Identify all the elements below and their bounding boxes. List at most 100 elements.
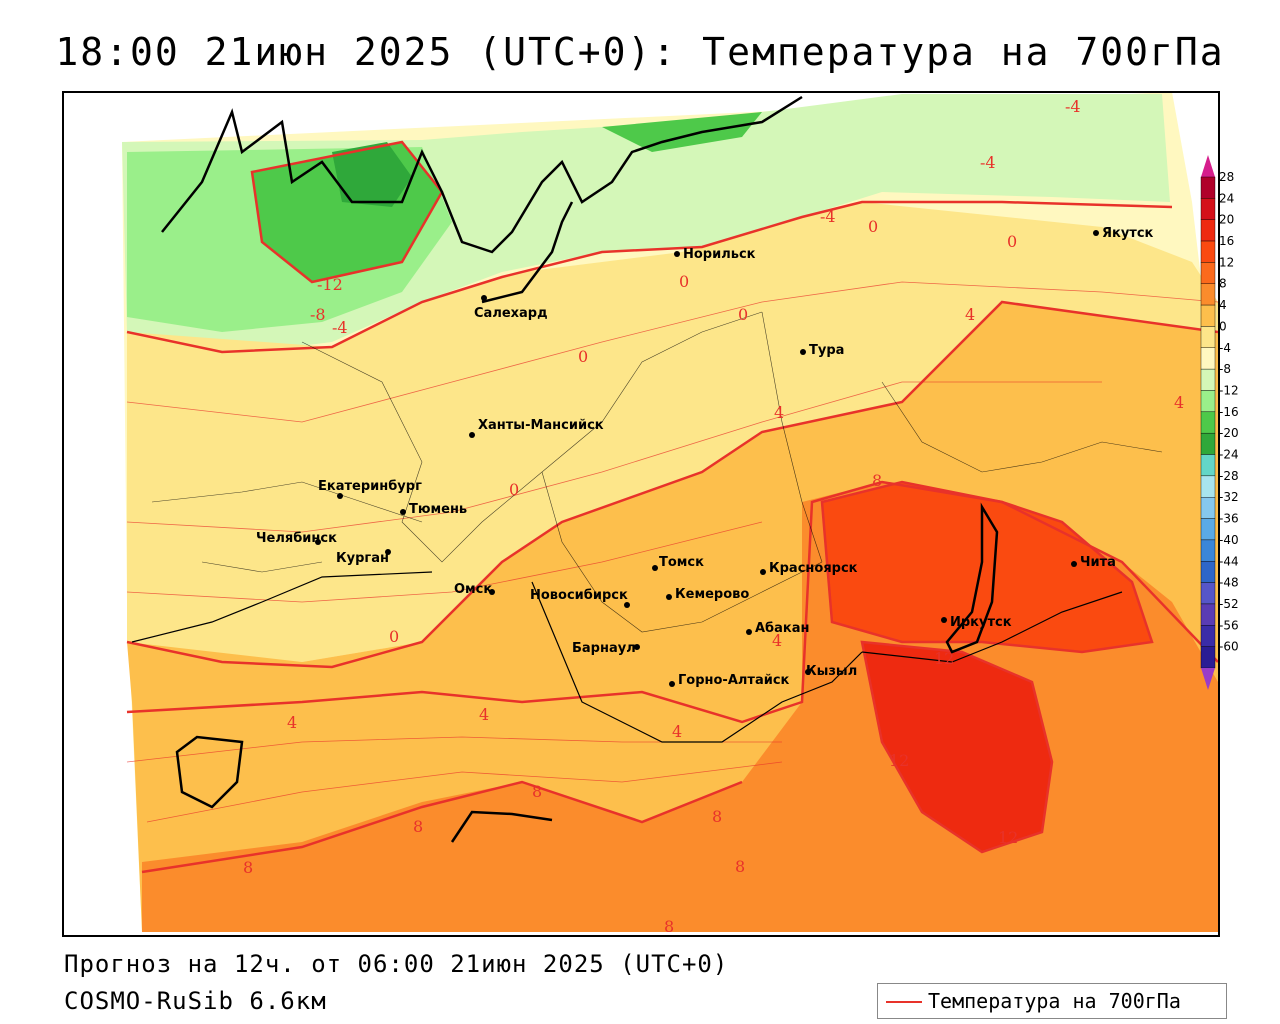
contour-label: 0 bbox=[509, 480, 519, 499]
colorbar-cell bbox=[1200, 262, 1216, 284]
colorbar-cell bbox=[1200, 475, 1216, 498]
contour-label: 12 bbox=[889, 751, 909, 770]
city-label: Горно-Алтайск bbox=[678, 673, 790, 688]
colorbar-cell bbox=[1200, 283, 1216, 306]
contour-label: 12 bbox=[998, 828, 1018, 847]
colorbar-tick-label: -48 bbox=[1219, 576, 1239, 590]
colorbar-cell bbox=[1200, 347, 1216, 370]
model-info: COSMO-RuSib 6.6км bbox=[64, 987, 327, 1015]
city-label: Иркутск bbox=[950, 615, 1012, 630]
colorbar-tick-label: 28 bbox=[1219, 170, 1234, 184]
colorbar-cell bbox=[1200, 539, 1216, 562]
colorbar-tick-label: -20 bbox=[1219, 426, 1239, 440]
colorbar-tick-label: -44 bbox=[1219, 554, 1239, 568]
contour-label: 0 bbox=[1007, 232, 1017, 251]
colorbar-top-arrow bbox=[1201, 155, 1215, 177]
colorbar-tick-label: -52 bbox=[1219, 597, 1239, 611]
forecast-info: Прогноз на 12ч. от 06:00 21июн 2025 (UTC… bbox=[64, 950, 729, 978]
contour-label: 0 bbox=[578, 347, 588, 366]
contour-label: 4 bbox=[287, 713, 297, 732]
contour-label: 4 bbox=[1174, 393, 1184, 412]
contour-label: -4 bbox=[820, 207, 836, 226]
colorbar-cell bbox=[1200, 411, 1216, 434]
colorbar-cell bbox=[1200, 432, 1216, 455]
colorbar-tick-label: 16 bbox=[1219, 234, 1234, 248]
contour-label: 0 bbox=[679, 272, 689, 291]
contour-label: -8 bbox=[310, 305, 326, 324]
colorbar-tick-label: -56 bbox=[1219, 618, 1239, 632]
colorbar-bottom-arrow bbox=[1201, 668, 1215, 690]
legend: Температура на 700гПа bbox=[877, 983, 1227, 1019]
colorbar-tick-label: -40 bbox=[1219, 533, 1239, 547]
colorbar-tick-label: 8 bbox=[1219, 277, 1227, 291]
colorbar-tick-label: 24 bbox=[1219, 191, 1234, 205]
city-label: Омск bbox=[454, 582, 492, 597]
colorbar-cell bbox=[1200, 561, 1216, 583]
city-label: Екатеринбург bbox=[318, 479, 422, 494]
colorbar-cell bbox=[1200, 176, 1216, 199]
city-label: Челябинск bbox=[256, 531, 337, 546]
contour-label: -4 bbox=[1065, 97, 1081, 116]
colorbar-cell bbox=[1200, 240, 1216, 263]
legend-line-swatch bbox=[886, 1001, 922, 1003]
contour-label: 4 bbox=[479, 705, 489, 724]
contour-label: -4 bbox=[332, 318, 348, 337]
colorbar-tick-label: 4 bbox=[1219, 298, 1227, 312]
colorbar-tick-label: -36 bbox=[1219, 512, 1239, 526]
city-label: Норильск bbox=[683, 247, 756, 262]
contour-label: 8 bbox=[735, 857, 745, 876]
colorbar-cell bbox=[1200, 368, 1216, 391]
contour-label: 0 bbox=[738, 305, 748, 324]
chart-title: 18:00 21июн 2025 (UTC+0): Температура на… bbox=[55, 30, 1225, 74]
city-label: Томск bbox=[659, 555, 704, 570]
colorbar-tick-label: -4 bbox=[1219, 341, 1231, 355]
city-label: Новосибирск bbox=[530, 588, 628, 603]
colorbar-cell bbox=[1200, 304, 1216, 327]
city-label: Тюмень bbox=[409, 502, 467, 517]
city-label: Салехард bbox=[474, 306, 548, 321]
city-label: Барнаул bbox=[572, 641, 636, 656]
city-label: Красноярск bbox=[769, 561, 858, 576]
city-label: Курган bbox=[336, 551, 389, 566]
contour-label: 8 bbox=[413, 817, 423, 836]
colorbar-tick-label: 12 bbox=[1219, 255, 1234, 269]
colorbar-tick-label: -32 bbox=[1219, 490, 1239, 504]
colorbar-cell bbox=[1200, 582, 1216, 605]
city-label: Абакан bbox=[755, 621, 810, 636]
contour-label: 4 bbox=[672, 722, 682, 741]
colorbar-cell bbox=[1200, 518, 1216, 541]
contour-label: 4 bbox=[965, 305, 975, 324]
city-label: Якутск bbox=[1102, 226, 1154, 241]
colorbar-tick-label: -8 bbox=[1219, 362, 1231, 376]
colorbar-tick-label: -28 bbox=[1219, 469, 1239, 483]
city-markers: Норильск Якутск Салехард Тура Ханты-Манс… bbox=[256, 226, 1154, 688]
colorbar-cell bbox=[1200, 603, 1216, 626]
city-label: Ханты-Мансийск bbox=[478, 418, 604, 433]
contour-label: 8 bbox=[872, 471, 882, 490]
colorbar-cell bbox=[1200, 198, 1216, 220]
contour-label: 4 bbox=[772, 631, 782, 650]
colorbar-cell bbox=[1200, 646, 1216, 669]
contour-label: 12 bbox=[934, 649, 954, 668]
contour-label: 8 bbox=[243, 858, 253, 877]
contour-label: 8 bbox=[532, 782, 542, 801]
contour-label: -12 bbox=[317, 275, 343, 294]
colorbar-tick-label: -24 bbox=[1219, 448, 1239, 462]
city-label: Чита bbox=[1080, 555, 1116, 570]
colorbar-tick-label: -16 bbox=[1219, 405, 1239, 419]
colorbar-tick-label: -60 bbox=[1219, 640, 1239, 654]
colorbar-cell bbox=[1200, 625, 1216, 647]
contour-labels: -4 -4 -4 0 0 0 0 0 -12 -8 -4 0 4 4 4 0 8… bbox=[243, 97, 1184, 935]
city-label: Кызыл bbox=[806, 664, 857, 679]
map-frame: Норильск Якутск Салехард Тура Ханты-Манс… bbox=[62, 91, 1220, 937]
temperature-map: Норильск Якутск Салехард Тура Ханты-Манс… bbox=[64, 93, 1218, 935]
contour-label: -4 bbox=[980, 153, 996, 172]
legend-label: Температура на 700гПа bbox=[928, 989, 1181, 1013]
colorbar-cell bbox=[1200, 219, 1216, 242]
contour-label: 8 bbox=[664, 917, 674, 935]
contour-label: 8 bbox=[712, 807, 722, 826]
colorbar-tick-label: 0 bbox=[1219, 319, 1227, 333]
contour-label: 4 bbox=[774, 403, 784, 422]
colorbar-cell bbox=[1200, 390, 1216, 413]
city-label: Тура bbox=[809, 343, 844, 358]
